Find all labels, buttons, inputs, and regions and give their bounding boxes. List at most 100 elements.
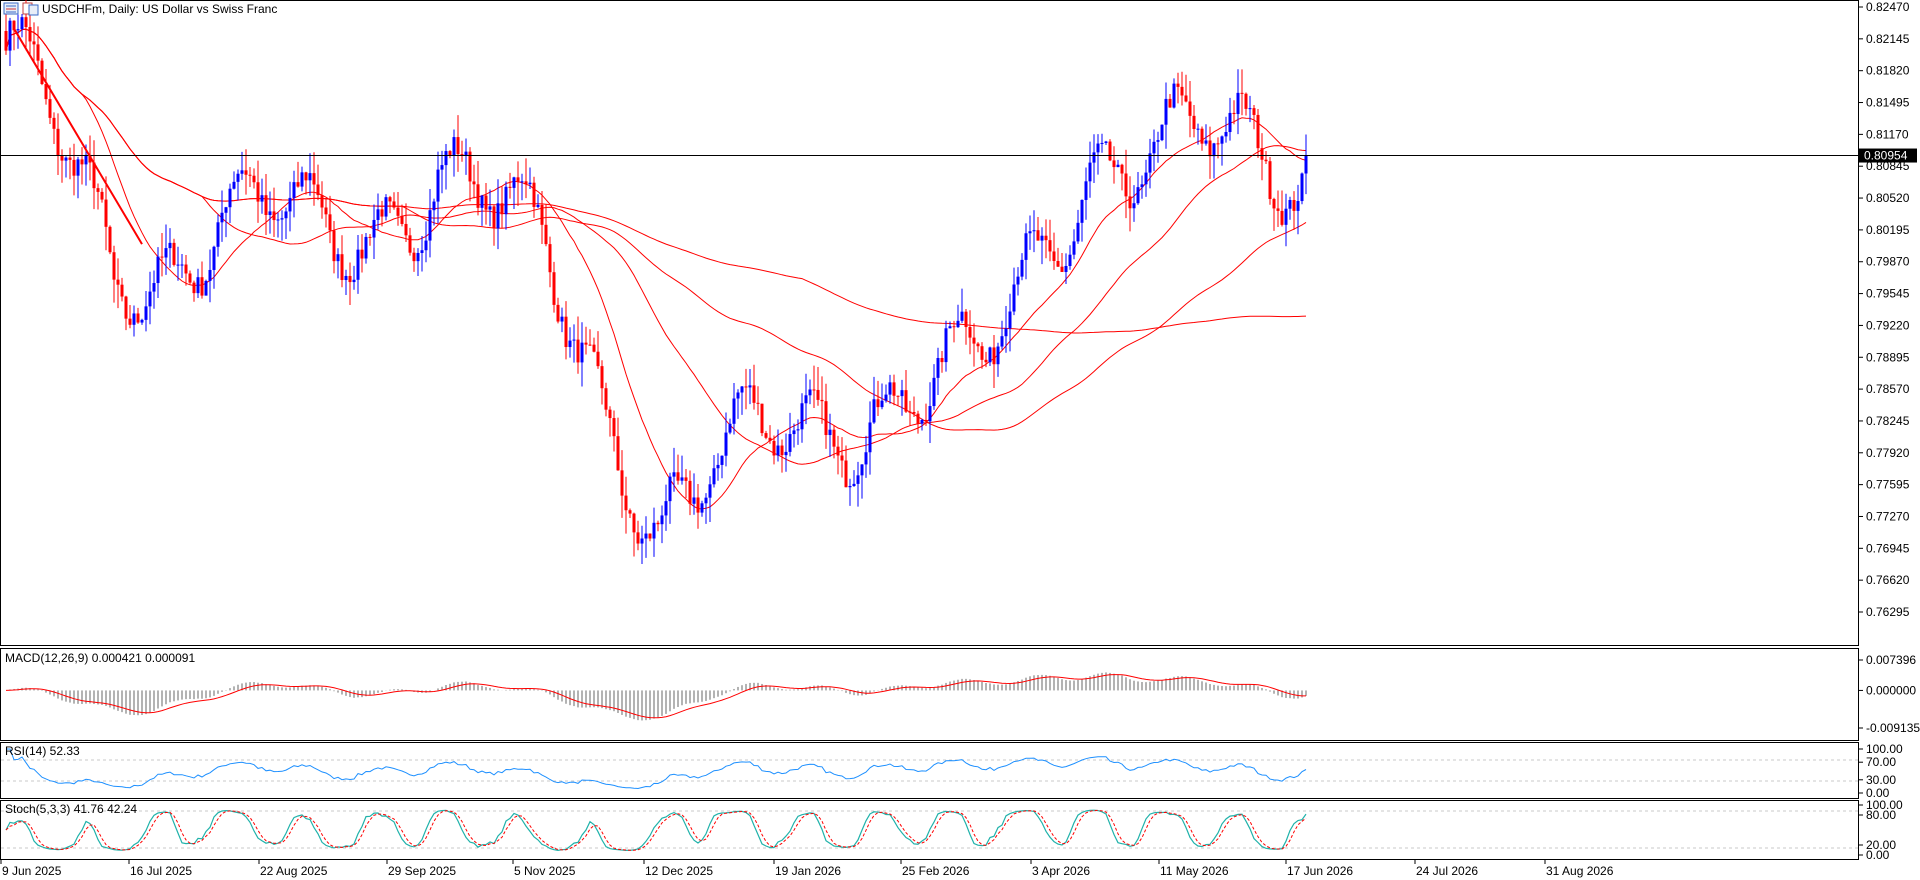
candle-body [376, 209, 380, 220]
candle-body [92, 162, 96, 189]
candle-body [1048, 240, 1052, 252]
candle-body [788, 434, 792, 452]
candle-body [260, 195, 264, 202]
candle-body [108, 226, 112, 253]
candle-body [1248, 108, 1252, 110]
candle-body [1300, 173, 1304, 202]
candle-body [556, 304, 560, 322]
price-tick-label: 0.79220 [1866, 318, 1910, 332]
candle-body [952, 326, 956, 328]
candle-body [976, 343, 980, 347]
candle-body [212, 246, 216, 270]
candle-body [748, 385, 752, 388]
current-price-label: 0.80954 [1864, 149, 1908, 163]
candle-body [40, 60, 44, 85]
candle-body [808, 389, 812, 396]
rsi-line [6, 748, 1307, 790]
candle-body [988, 347, 992, 363]
candle-body [628, 510, 632, 514]
price-tick-label: 0.80195 [1866, 223, 1910, 237]
candle-body [240, 170, 244, 174]
candle-body [220, 212, 224, 223]
date-tick-label: 17 Jun 2026 [1287, 864, 1353, 878]
candle-body [1040, 235, 1044, 241]
candle-body [204, 280, 208, 296]
candle-body [120, 284, 124, 297]
candle-body [1068, 254, 1072, 266]
candle-body [1176, 83, 1180, 87]
macd-pane[interactable] [0, 648, 1859, 741]
price-tick-label: 0.82145 [1866, 32, 1910, 46]
candle-body [196, 277, 200, 294]
candle-body [180, 264, 184, 266]
candle-body [1004, 328, 1008, 337]
candle-body [888, 382, 892, 395]
indicator-axes: 0.0073960.000000-0.009135100.0070.0030.0… [1859, 653, 1920, 862]
candle-body [812, 389, 816, 391]
price-tick-label: 0.81820 [1866, 64, 1910, 78]
candle-body [288, 197, 292, 212]
candle-body [268, 211, 272, 215]
candle-body [1072, 241, 1076, 255]
candle-body [624, 495, 628, 511]
candle-body [1012, 284, 1016, 312]
candle-body [428, 210, 432, 241]
candle-body [492, 206, 496, 229]
candle-body [200, 277, 204, 296]
candle-body [1128, 196, 1132, 209]
macd-series [5, 672, 1307, 721]
candle-body [924, 419, 928, 422]
candle-body [416, 252, 420, 262]
candle-body [640, 538, 644, 544]
candle-body [984, 359, 988, 363]
candle-body [1236, 92, 1240, 115]
candle-body [348, 275, 352, 283]
date-tick-label: 24 Jul 2026 [1416, 864, 1478, 878]
candle-body [484, 195, 488, 210]
candle-body [184, 264, 188, 274]
candle-body [1220, 136, 1224, 144]
candle-body [688, 480, 692, 504]
date-tick-label: 16 Jul 2025 [130, 864, 192, 878]
candle-body [1016, 276, 1020, 285]
candle-body [44, 84, 48, 100]
candle-body [520, 181, 524, 183]
candle-body [872, 399, 876, 423]
candle-body [552, 272, 556, 305]
candle-body [516, 177, 520, 183]
date-tick-label: 22 Aug 2025 [260, 864, 328, 878]
candle-body [56, 128, 60, 156]
rsi-tick-label: 30.00 [1866, 773, 1896, 787]
chart-window-icon[interactable] [22, 2, 39, 16]
candle-body [980, 346, 984, 360]
candle-body [1224, 132, 1228, 137]
candle-body [900, 390, 904, 397]
candle-body [156, 256, 160, 284]
chart-list-icon[interactable] [3, 2, 19, 15]
candle-body [1304, 155, 1308, 174]
candle-body [392, 201, 396, 208]
candle-body [164, 248, 168, 258]
candle-body [672, 472, 676, 477]
candle-body [152, 283, 156, 292]
rsi-tick-label: 100.00 [1866, 742, 1903, 756]
candle-body [768, 437, 772, 441]
candle-body [708, 484, 712, 498]
rsi-pane[interactable] [0, 742, 1859, 799]
candle-body [1052, 251, 1056, 261]
candle-body [560, 316, 564, 322]
candle-body [548, 244, 552, 273]
candle-body [536, 204, 540, 207]
candle-body [796, 429, 800, 431]
candle-body [388, 197, 392, 202]
candlestick-series [4, 0, 1308, 564]
candle-body [408, 235, 412, 253]
candle-body [728, 423, 732, 433]
candle-body [264, 195, 268, 215]
candle-body [208, 269, 212, 281]
candle-body [436, 169, 440, 202]
candle-body [444, 151, 448, 166]
candle-body [224, 207, 228, 213]
candle-body [1024, 233, 1028, 260]
